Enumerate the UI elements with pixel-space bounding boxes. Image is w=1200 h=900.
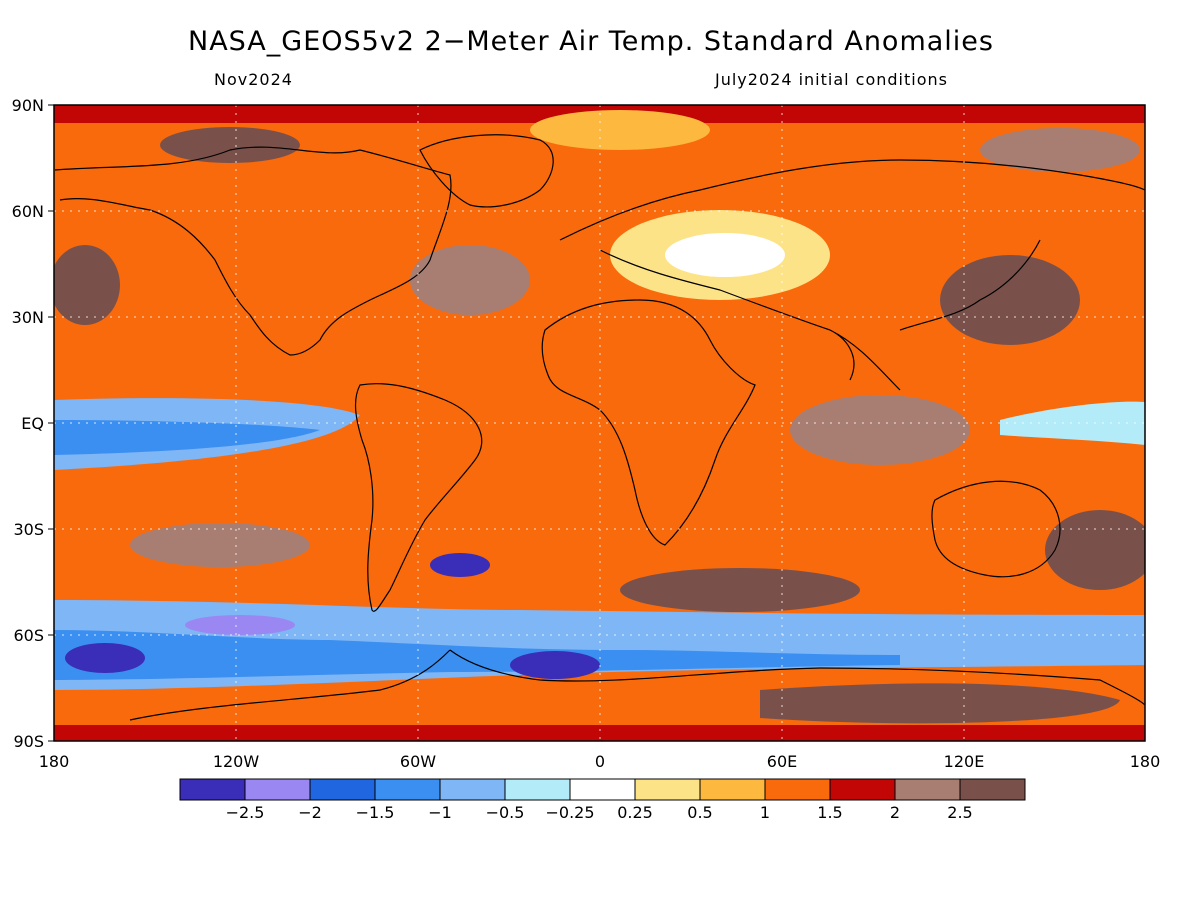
pacific-extreme-patch [54,245,120,325]
greenland-coast [419,134,554,208]
lon-label: 120E [944,752,985,771]
colorbar-label: 0.25 [617,803,653,822]
colorbar-swatch [829,778,896,801]
colorbar-swatch [569,778,636,801]
southern-ocean-cold-band [54,630,900,680]
pacific-extreme-cold-patch [65,643,145,673]
lon-label: 60E [767,752,797,771]
antarctica-coast [129,649,1145,721]
australia-coast [931,480,1061,578]
colorbar-swatch [959,778,1026,801]
colorbar-swatch [244,778,311,801]
graticule [54,105,1145,741]
lat-label: 90N [12,96,44,115]
southern-ocean-extreme-patch [620,568,860,612]
forecast-month: Nov2024 [214,70,293,89]
arctic-strong-patch [980,128,1140,172]
colorbar-label: −2 [298,803,322,822]
colorbar-swatch [699,778,766,801]
colorbar-swatch [764,778,831,801]
colorbar-label: −0.25 [545,803,594,822]
colorbar-swatch [309,778,376,801]
western-pacific-cool-patch [1000,401,1145,445]
colorbar-swatch [374,778,441,801]
equatorial-pacific-cold-core [54,420,320,455]
colorbar-label: 1 [760,803,770,822]
arctic-moderate-patch [530,110,710,150]
lat-label: 60N [12,202,44,221]
colorbar-label: 2 [890,803,900,822]
colorbar-swatch [894,778,961,801]
colorbar-label: 1.5 [817,803,842,822]
latitude-axis: 90N 60N 30N EQ 30S 60S 90S [12,96,44,751]
lon-label: 60W [400,752,436,771]
longitude-axis: 180 120W 60W 0 60E 120E 180 [39,752,1161,771]
south-pacific-extreme-patch [1045,510,1145,590]
eurasia-coast [559,159,1145,391]
lon-label: 0 [595,752,605,771]
north-america-coast [54,146,452,356]
south-pacific-strong-patch [130,523,310,567]
antarctic-extreme-patch [760,683,1120,724]
lon-label: 180 [39,752,70,771]
eurasia-neutral-patch [665,233,785,277]
latitude-ticks [48,104,54,742]
map-field [54,105,1145,741]
antarctic-strong-band [54,725,1145,741]
colorbar-label: −0.5 [486,803,525,822]
arctic-extreme-patch [160,127,300,163]
chart-title: NASA_GEOS5v2 2−Meter Air Temp. Standard … [188,26,994,57]
coastlines [54,134,1145,721]
colorbar-swatch [439,778,506,801]
initial-conditions: July2024 initial conditions [715,70,948,89]
indian-ocean-strong-patch [790,395,970,465]
colorbar: −2.5 −2 −1.5 −1 −0.5 −0.25 0.25 0.5 1 1.5 2 2.5 [179,778,1026,822]
colorbar-swatch [179,778,246,801]
lat-label: 60S [13,626,44,645]
lat-label: 30N [12,308,44,327]
south-america-coast [354,383,483,612]
colorbar-swatch [504,778,571,801]
lat-label: EQ [21,414,44,433]
africa-coast [541,299,756,546]
colorbar-swatch [634,778,701,801]
lon-label: 180 [1130,752,1161,771]
south-atlantic-cold-patch [430,553,490,577]
colorbar-label: −2.5 [226,803,265,822]
colorbar-label: −1.5 [356,803,395,822]
lat-label: 30S [13,520,44,539]
colorbar-label: 2.5 [947,803,972,822]
lon-label: 120W [213,752,260,771]
colorbar-label: 0.5 [687,803,712,822]
colorbar-label: −1 [428,803,452,822]
east-asia-extreme-patch [940,255,1080,345]
atlantic-strong-patch [410,245,530,315]
weddell-extreme-cold-patch [510,651,600,679]
lat-label: 90S [13,732,44,751]
south-pacific-cold-patch [185,615,295,635]
